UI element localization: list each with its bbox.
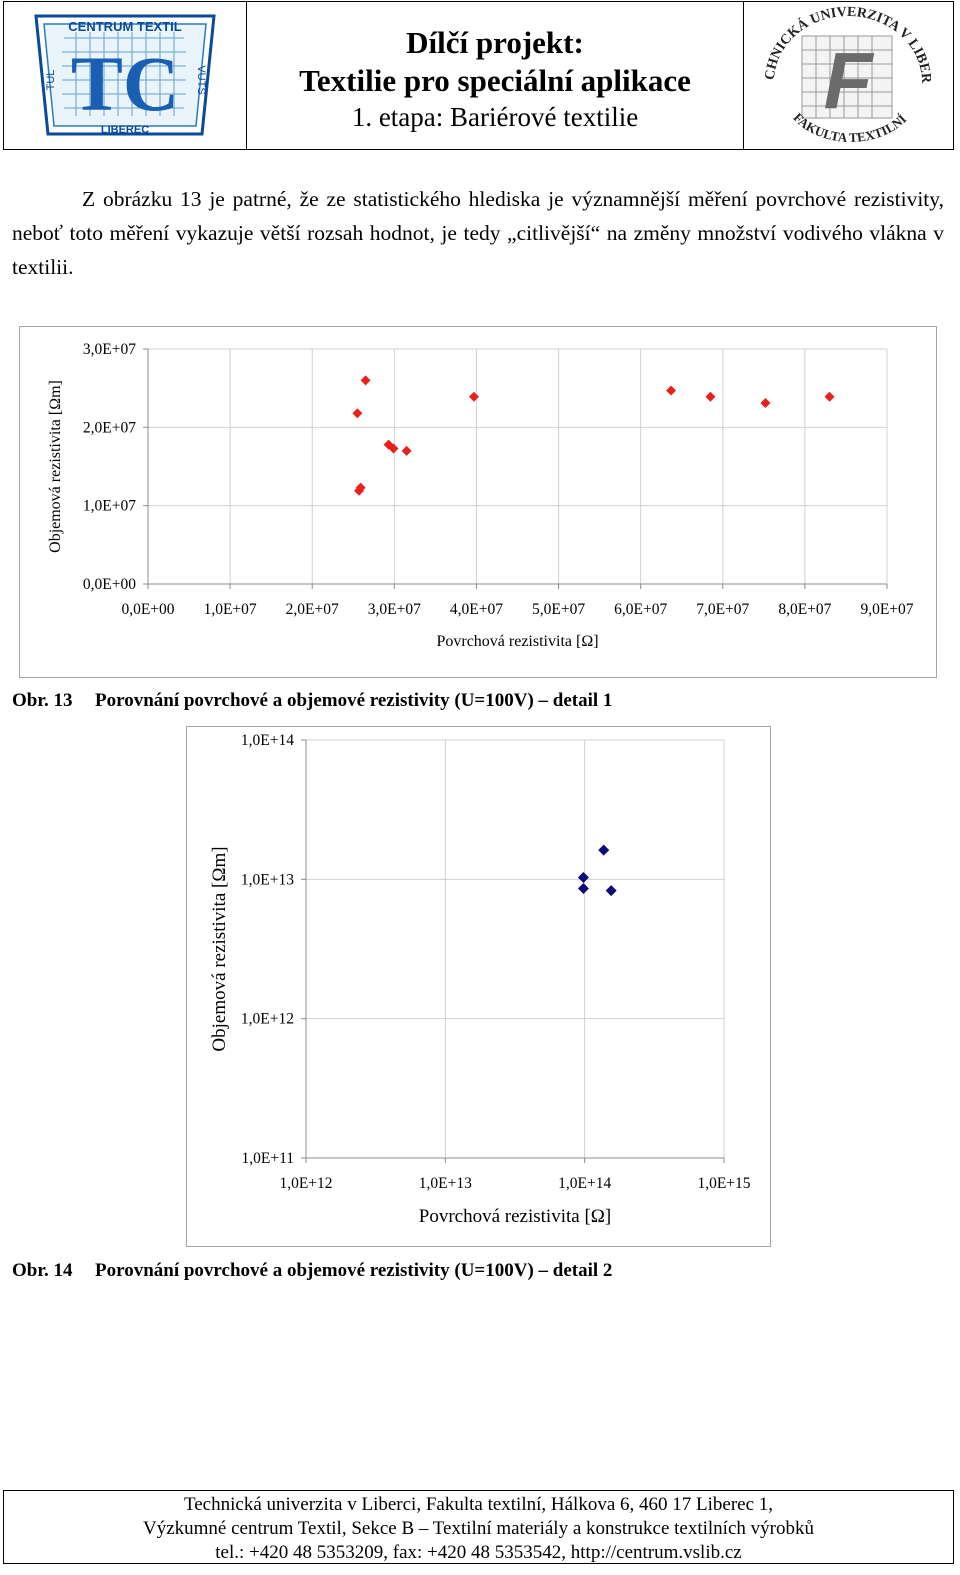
data-point xyxy=(705,391,716,402)
centrum-textil-logo-icon: CENTRUM TEXTIL LIBEREC TUL VÚTS TC xyxy=(34,14,216,136)
logo-monogram: TC xyxy=(71,40,179,127)
x-tick-label: 4,0E+07 xyxy=(450,601,503,618)
x-tick-label: 0,0E+00 xyxy=(121,601,174,618)
header-title: Dílčí projekt: Textilie pro speciální ap… xyxy=(247,2,744,149)
y-tick-label: 1,0E+11 xyxy=(241,1150,294,1167)
footer-line1: Technická univerzita v Liberci, Fakulta … xyxy=(183,1494,774,1515)
x-tick-label: 2,0E+07 xyxy=(286,601,339,618)
tul-faculty-logo: F TECHNICKÁ UNIVERZITA V LIBERCI FAKULTA… xyxy=(739,0,953,149)
logo-text-top: CENTRUM TEXTIL xyxy=(68,19,181,34)
logo-text-right: VÚTS xyxy=(195,65,208,94)
centrum-textil-logo: CENTRUM TEXTIL LIBEREC TUL VÚTS TC xyxy=(4,2,247,149)
x-tick-label: 8,0E+07 xyxy=(778,601,831,618)
chart-frame-1: 0,0E+00 1,0E+07 2,0E+07 3,0E+07 4,0E+07 5,0E+… xyxy=(19,326,937,678)
logo-text-bottom: LIBEREC xyxy=(101,124,149,136)
data-point xyxy=(760,398,771,409)
data-point xyxy=(401,445,412,456)
faculty-monogram: F xyxy=(824,36,875,125)
intro-text: Z obrázku 13 je patrné, že ze statistick… xyxy=(12,187,944,279)
scatter-chart-2: 1,0E+12 1,0E+13 1,0E+14 1,0E+15 1,0E+11 1,0E+… xyxy=(209,732,751,1227)
y-tick-label: 1,0E+07 xyxy=(83,498,136,515)
y-tick-label: 1,0E+14 xyxy=(241,732,294,749)
x-tick-label: 6,0E+07 xyxy=(614,601,667,618)
y-tick-label: 2,0E+07 xyxy=(83,419,136,436)
x-axis-title: Povrchová rezistivita [Ω] xyxy=(436,633,598,650)
x-tick-label: 1,0E+15 xyxy=(697,1175,750,1192)
header-title-line2: Textilie pro speciální aplikace xyxy=(299,63,691,98)
data-point xyxy=(598,844,610,856)
chart-frame-2: 1,0E+12 1,0E+13 1,0E+14 1,0E+15 1,0E+11 1,0E+… xyxy=(186,726,771,1247)
header-title-line3: 1. etapa: Bariérové textilie xyxy=(351,102,639,132)
x-tick-label: 3,0E+07 xyxy=(368,601,421,618)
caption-fig13-text: Porovnání povrchové a objemové rezistivi… xyxy=(95,690,613,711)
footer-line3: tel.: +420 48 5353209, fax: +420 48 5353… xyxy=(215,1542,742,1563)
data-point xyxy=(577,872,589,884)
faculty-logo-icon: F TECHNICKÁ UNIVERZITA V LIBERCI FAKULTA… xyxy=(739,0,933,145)
data-point xyxy=(360,375,371,386)
y-axis-title: Objemová rezistivita [Ωm] xyxy=(209,846,230,1051)
header-title-line1: Dílčí projekt: xyxy=(406,25,584,60)
data-point xyxy=(605,885,617,897)
caption-fig13: Obr. 13 Porovnání povrchové a objemové re… xyxy=(12,690,612,712)
y-tick-label: 3,0E+07 xyxy=(83,341,136,358)
footer-line2: Výzkumné centrum Textil, Sekce B – Texti… xyxy=(143,1518,814,1539)
y-axis-title: Objemová rezistivita [Ωm] xyxy=(47,380,64,553)
x-tick-label: 9,0E+07 xyxy=(860,601,913,618)
logo-text-left: TUL xyxy=(45,70,57,91)
data-point xyxy=(824,391,835,402)
x-tick-label: 1,0E+07 xyxy=(204,601,257,618)
page-header: CENTRUM TEXTIL LIBEREC TUL VÚTS TC Dílčí… xyxy=(3,0,954,150)
data-point xyxy=(577,882,589,894)
caption-fig14-text: Porovnání povrchové a objemové rezistivi… xyxy=(95,1260,613,1281)
data-point xyxy=(666,385,677,396)
x-axis-title: Povrchová rezistivita [Ω] xyxy=(419,1206,611,1227)
y-tick-label: 1,0E+13 xyxy=(241,871,294,888)
intro-paragraph: Z obrázku 13 je patrné, že ze statistick… xyxy=(12,182,944,284)
page-footer: Technická univerzita v Liberci, Fakulta … xyxy=(3,1490,954,1564)
caption-fig14-number: Obr. 14 xyxy=(12,1260,73,1281)
x-tick-label: 1,0E+13 xyxy=(419,1175,472,1192)
caption-fig13-number: Obr. 13 xyxy=(12,690,73,711)
data-point xyxy=(388,443,399,454)
y-tick-label: 1,0E+12 xyxy=(241,1011,294,1028)
scatter-chart-1: 0,0E+00 1,0E+07 2,0E+07 3,0E+07 4,0E+07 5,0E+… xyxy=(47,341,914,650)
x-tick-label: 1,0E+14 xyxy=(558,1175,611,1192)
data-point xyxy=(468,391,479,402)
data-point xyxy=(354,485,365,496)
x-tick-label: 5,0E+07 xyxy=(532,601,585,618)
y-tick-label: 0,0E+00 xyxy=(83,576,136,593)
caption-fig14: Obr. 14 Porovnání povrchové a objemové re… xyxy=(12,1260,612,1282)
x-tick-label: 7,0E+07 xyxy=(696,601,749,618)
data-point xyxy=(352,408,363,419)
x-tick-label: 1,0E+12 xyxy=(279,1175,332,1192)
